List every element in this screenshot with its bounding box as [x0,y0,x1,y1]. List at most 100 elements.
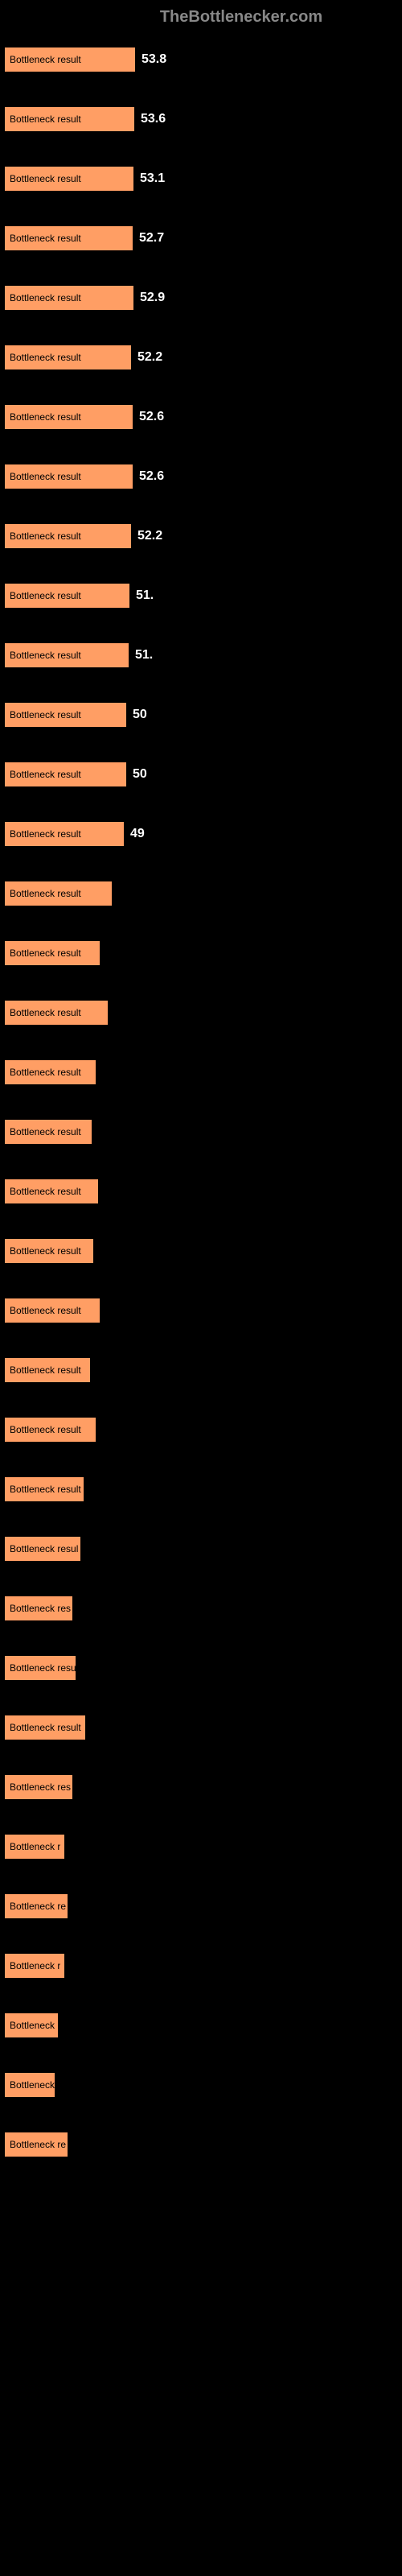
bar-value: 53.1 [140,171,165,186]
bar-label: Bottleneck result [10,1186,81,1197]
bar: Bottleneck [4,2013,59,2038]
bar-label: Bottleneck resu [10,1662,76,1674]
bar-label: Bottleneck result [10,888,81,899]
bar-row: Bottleneck result 53.8 [4,47,402,72]
bar-value: 51. [135,648,153,663]
bar-row: Bottleneck result 51. [4,583,402,609]
bar: Bottleneck result [4,1715,86,1740]
bar: Bottleneck result52.9 [4,285,134,311]
bar: Bottleneck result52.6 [4,404,133,430]
bar-value: 52.2 [137,529,162,543]
bar-label: Bottleneck result [10,54,81,65]
bar-value: 52.9 [140,291,165,305]
bar-label: Bottleneck result [10,1126,81,1137]
bar-value: 52.6 [139,469,164,484]
bar: Bottleneck result [4,1059,96,1085]
bar: Bottleneck resu [4,1655,76,1681]
bar-label: Bottleneck result [10,590,81,601]
bar-label: Bottleneck result [10,471,81,482]
bar-label: Bottleneck res [10,1781,71,1793]
bar-row: Bottleneck result [4,1238,402,1264]
bar-label: Bottleneck result [10,1424,81,1435]
bar-row: Bottleneck result 52.6 [4,464,402,489]
site-header: TheBottlenecker.com [0,8,402,27]
bar-label: Bottleneck r [10,1841,60,1852]
bar-row: Bottleneck resul [4,1536,402,1562]
bar-label: Bottleneck result [10,1722,81,1733]
bar-row: Bottleneck result [4,1298,402,1323]
bar-row: Bottleneck re [4,2132,402,2157]
bar-label: Bottleneck result [10,947,81,959]
bar-label: Bottleneck result [10,1484,81,1495]
bar-label: Bottleneck result [10,1007,81,1018]
bar: Bottleneck result52.7 [4,225,133,251]
bar-row: Bottleneck result [4,881,402,906]
bar-label: Bottleneck r [10,1960,60,1971]
bar-value: 53.8 [142,52,166,67]
bar: Bottleneck result [4,1179,99,1204]
bar: Bottleneck result52.2 [4,523,132,549]
bar-row: Bottleneck result [4,1417,402,1443]
bar-label: Bottleneck result [10,352,81,363]
bar-row: Bottleneck result53.6 [4,106,402,132]
bar: Bottleneck [4,2072,55,2098]
bar: Bottleneck result [4,1000,109,1026]
bar-row: Bottleneck result [4,1357,402,1383]
bar: Bottleneck result [4,1238,94,1264]
bar-row: Bottleneck [4,2072,402,2098]
bar: Bottleneck res [4,1774,73,1800]
bar-row: Bottleneck r [4,1953,402,1979]
bar: Bottleneck resul [4,1536,81,1562]
bar-value: 52.7 [139,231,164,246]
bar: Bottleneck result [4,940,100,966]
bar-row: Bottleneck res [4,1774,402,1800]
bar: Bottleneck result51. [4,642,129,668]
bar-label: Bottleneck [10,2079,55,2091]
bar-row: Bottleneck result [4,1476,402,1502]
bar-label: Bottleneck result [10,828,81,840]
bar-row: Bottleneck r [4,1834,402,1860]
bar-value: 49 [130,827,145,841]
bar: Bottleneck res [4,1596,73,1621]
bar-row: Bottleneck [4,2013,402,2038]
bar: Bottleneck result53.8 [4,47,136,72]
bar-label: Bottleneck result [10,1305,81,1316]
bar-row: Bottleneck result 52.2 [4,523,402,549]
bottleneck-chart: Bottleneck result53.8Bottleneck result53… [0,47,402,2157]
bar-label: Bottleneck result [10,1067,81,1078]
bar-row: Bottleneck result [4,1000,402,1026]
bar: Bottleneck result50 [4,702,127,728]
bar-row: Bottleneck result50 [4,702,402,728]
bar-value: 52.6 [139,410,164,424]
bar: Bottleneck result [4,1119,92,1145]
bar: Bottleneck result49 [4,821,125,847]
bar: Bottleneck result [4,1476,84,1502]
bar-row: Bottleneck result 49 [4,821,402,847]
bar-row: Bottleneck result [4,1715,402,1740]
bar: Bottleneck result [4,1417,96,1443]
bar-label: Bottleneck resul [10,1543,78,1554]
bar-row: Bottleneck result [4,1119,402,1145]
bar-value: 52.2 [137,350,162,365]
bar-row: Bottleneck res [4,1596,402,1621]
bar-value: 51. [136,588,154,603]
bar: Bottleneck result [4,1357,91,1383]
bar: Bottleneck result [4,1298,100,1323]
bar-label: Bottleneck result [10,769,81,780]
bar: Bottleneck result51. [4,583,130,609]
bar: Bottleneck result52.6 [4,464,133,489]
bar-row: Bottleneck result52.6 [4,404,402,430]
bar-label: Bottleneck result [10,650,81,661]
bar-label: Bottleneck result [10,709,81,720]
bar-label: Bottleneck re [10,1901,66,1912]
bar: Bottleneck result53.1 [4,166,134,192]
bar: Bottleneck result53.6 [4,106,135,132]
bar-label: Bottleneck result [10,114,81,125]
bar: Bottleneck result52.2 [4,345,132,370]
bar-label: Bottleneck re [10,2139,66,2150]
bar-label: Bottleneck result [10,530,81,542]
bar-label: Bottleneck result [10,1364,81,1376]
bar-row: Bottleneck resu [4,1655,402,1681]
bar-row: Bottleneck result 50 [4,762,402,787]
bar-value: 50 [133,767,147,782]
